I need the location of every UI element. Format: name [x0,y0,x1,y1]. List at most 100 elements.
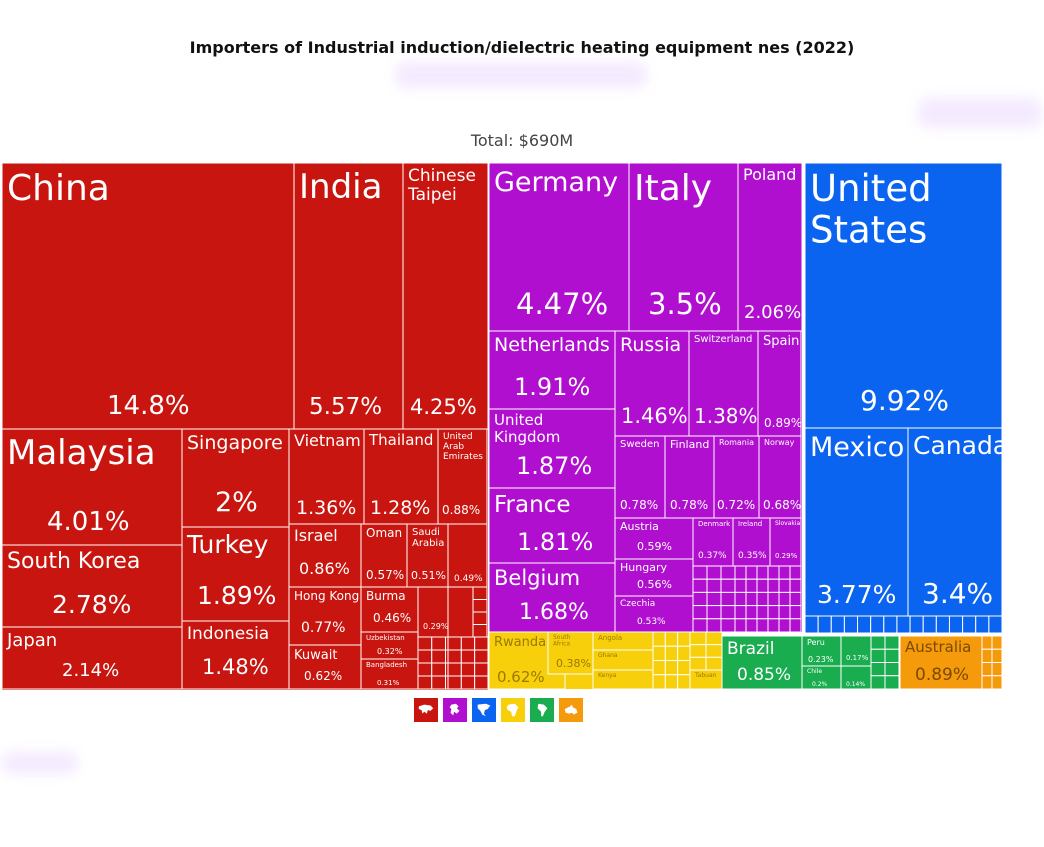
minor-tile[interactable] [789,605,802,620]
minor-tile[interactable] [460,662,476,677]
tile-burma[interactable]: Burma 0.46% [360,586,419,638]
tile-rect[interactable] [360,523,408,588]
minor-tile[interactable] [460,636,476,651]
tile-rect[interactable] [628,162,739,332]
tile-uzbekistan[interactable]: Uzbekistan 0.32% [360,631,419,660]
minor-tile[interactable] [417,649,433,664]
minor-tile[interactable] [447,649,462,664]
tile-rect[interactable] [488,162,630,332]
minor-tile[interactable] [789,591,802,607]
minor-tile[interactable] [431,636,446,651]
minor-tile[interactable] [689,631,707,646]
minor-tile[interactable] [745,565,758,580]
minor-tile[interactable] [720,578,736,593]
minor-tile[interactable] [884,662,900,677]
tile-rect[interactable] [688,330,759,437]
minor-tile[interactable] [720,605,736,620]
tile-vietnam[interactable]: Vietnam 1.36% [288,428,365,525]
minor-tile[interactable] [789,618,802,633]
tile-united-kingdom[interactable]: United Kingdom 1.87% [488,408,616,489]
minor-tile[interactable] [991,635,1003,650]
minor-tile[interactable] [857,615,872,634]
tile-france[interactable]: France 1.81% [488,487,616,564]
tile-australia[interactable]: Australia 0.89% [899,635,983,690]
legend-africa[interactable] [501,698,525,722]
tile-thailand[interactable]: Thailand 1.28% [363,428,439,525]
minor-tile[interactable] [706,578,722,593]
tile-rect[interactable] [757,330,802,437]
tile-rect[interactable] [614,517,694,560]
tile-belgium[interactable]: Belgium 1.68% [488,562,616,633]
tile-kuwait[interactable]: Kuwait 0.62% [288,644,362,690]
tile-rect[interactable] [840,665,872,690]
minor-tile[interactable] [417,662,433,677]
minor-tile[interactable] [870,648,886,663]
minor-tile[interactable] [745,618,758,633]
minor-tile[interactable] [981,662,993,677]
minor-tile[interactable] [896,615,911,634]
minor-tile[interactable] [664,645,679,661]
tile-south-africa[interactable]: South Africa 0.38% [547,631,594,675]
minor-tile[interactable] [843,615,859,634]
tile-denmark[interactable]: Denmark 0.37% [692,517,734,567]
minor-tile[interactable] [778,618,791,633]
tile-rect[interactable] [804,427,909,617]
minor-tile[interactable] [689,644,707,658]
legend-north-america[interactable] [472,698,496,722]
minor-tile[interactable] [778,591,791,607]
tile-rect[interactable] [614,595,694,633]
tile-rect[interactable] [1,162,295,430]
minor-tile[interactable] [474,649,489,664]
minor-tile[interactable] [981,675,993,690]
tile-italy[interactable]: Italy 3.5% [628,162,739,332]
minor-tile[interactable] [778,578,791,593]
legend-europe[interactable] [443,698,467,722]
minor-tile[interactable] [870,675,886,690]
tile-turkey[interactable]: Turkey 1.89% [181,526,290,622]
minor-tile[interactable] [745,605,758,620]
tile-canada[interactable]: Canada 3.4% [907,427,1008,617]
tile-tabuan[interactable]: Tabuan [689,669,723,690]
tile-rect[interactable] [288,428,365,525]
tile-rect[interactable] [447,523,488,588]
tile-rect[interactable] [1,626,183,690]
minor-tile[interactable] [884,648,900,663]
tile-rect[interactable] [181,620,290,690]
tile-kenya[interactable]: Kenya [592,669,654,690]
tile-rect[interactable] [293,162,404,430]
minor-tile[interactable] [652,660,666,676]
minor-tile[interactable] [981,648,993,663]
minor-tile[interactable] [981,635,993,650]
minor-tile[interactable] [778,565,791,580]
tile-rect[interactable] [1,544,183,628]
minor-tile[interactable] [706,565,722,580]
minor-tile[interactable] [474,636,489,651]
minor-tile[interactable] [705,644,723,658]
tile-netherlands[interactable]: Netherlands 1.91% [488,330,616,410]
tile-spain[interactable]: Spain 0.89% [757,330,802,437]
minor-tile[interactable] [734,618,747,633]
minor-tile[interactable] [870,635,886,650]
minor-tile[interactable] [720,565,736,580]
tile-hong-kong[interactable]: Hong Kong 0.77% [288,586,362,646]
minor-tile[interactable] [991,662,1003,677]
minor-tile[interactable] [474,662,489,677]
tile-mexico[interactable]: Mexico 3.77% [804,427,909,617]
tile-brazil[interactable]: Brazil 0.85% [721,635,803,690]
minor-tile[interactable] [447,662,462,677]
tile-rect[interactable] [488,487,616,564]
minor-tile[interactable] [677,645,691,661]
minor-tile[interactable] [417,636,433,651]
minor-tile[interactable] [756,618,769,633]
tile-rect[interactable] [288,644,362,690]
minor-tile[interactable] [460,675,476,690]
tile-czechia[interactable]: Czechia 0.53% [614,595,694,633]
tile-norway[interactable]: Norway 0.68% [758,435,802,519]
minor-tile[interactable] [689,656,707,671]
minor-tile[interactable] [734,591,747,607]
tile-rect[interactable] [692,517,734,567]
minor-tile[interactable] [417,675,433,690]
minor-tile[interactable] [692,565,708,580]
tile-rect[interactable] [840,635,872,667]
tile-israel[interactable]: Israel 0.86% [288,523,362,588]
